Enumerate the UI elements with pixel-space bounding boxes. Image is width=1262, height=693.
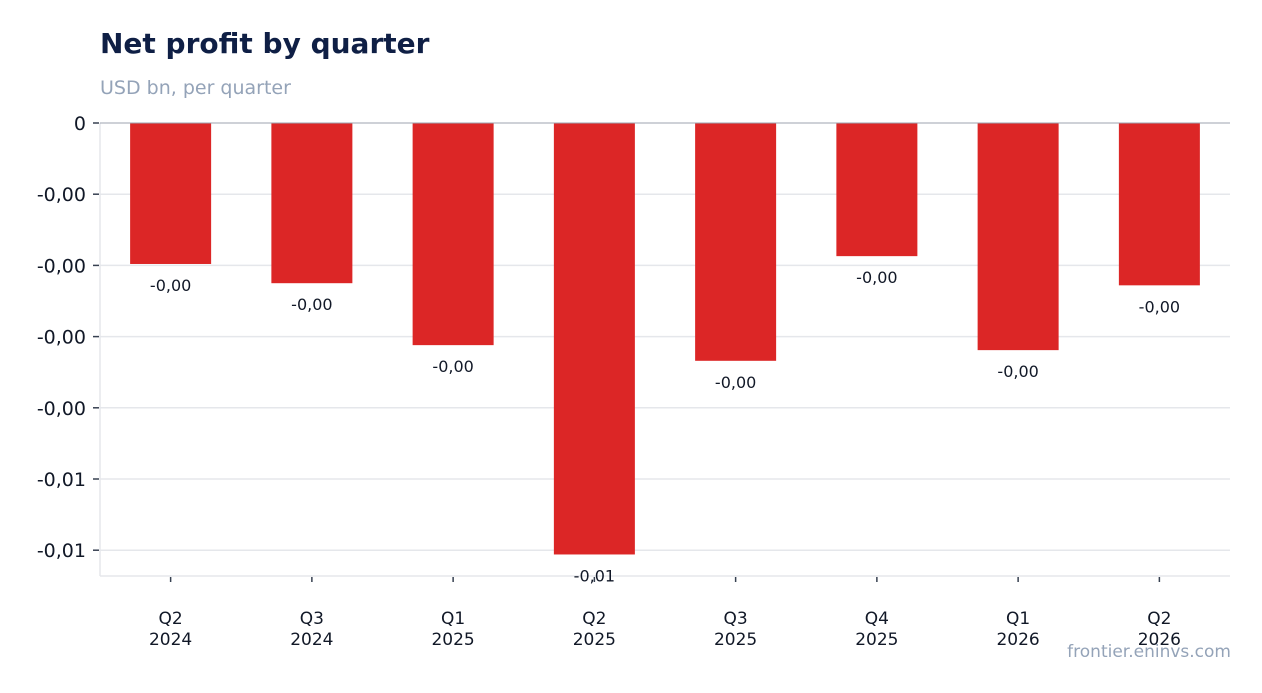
x-tick-label-quarter: Q4 bbox=[865, 609, 889, 629]
data-labels: -0,00 -0,00 -0,00 -0,01 -0,00 -0,00 -0,00 -0,00 bbox=[100, 122, 1230, 585]
bar-value-label: -0,00 bbox=[150, 276, 191, 295]
bar bbox=[271, 123, 353, 284]
bar bbox=[412, 123, 494, 346]
y-tick-label: -0,00 bbox=[37, 255, 86, 277]
bar bbox=[130, 123, 212, 264]
x-tick-label-quarter: Q1 bbox=[1006, 609, 1030, 629]
bar bbox=[836, 123, 918, 257]
bar bbox=[1118, 123, 1200, 286]
y-tick-label: -0,00 bbox=[37, 327, 86, 349]
x-tick-label-year: 2024 bbox=[290, 630, 333, 650]
x-tick-label-year: 2026 bbox=[1138, 630, 1181, 650]
x-tick-label-year: 2024 bbox=[149, 630, 192, 650]
y-tick-label: -0,01 bbox=[37, 540, 86, 562]
gridlines bbox=[100, 193, 1230, 551]
bar-value-label: -0,00 bbox=[1139, 297, 1180, 316]
source-watermark: frontier.eninvs.com bbox=[1067, 642, 1231, 662]
bar-value-label: -0,01 bbox=[574, 566, 615, 585]
y-tick-label: -0,01 bbox=[37, 469, 86, 491]
bar bbox=[977, 123, 1059, 351]
bars bbox=[130, 123, 1200, 555]
x-tick-label-year: 2025 bbox=[573, 630, 616, 650]
x-tick-label-quarter: Q2 bbox=[159, 609, 183, 629]
bar-value-label: -0,00 bbox=[715, 373, 756, 392]
x-tick-label-year: 2025 bbox=[855, 630, 898, 650]
x-tick-label-quarter: Q2 bbox=[582, 609, 606, 629]
x-tick-label-quarter: Q1 bbox=[441, 609, 465, 629]
y-tick-label: 0 bbox=[74, 113, 86, 135]
bar-value-label: -0,00 bbox=[291, 295, 332, 314]
y-tick-label: -0,00 bbox=[37, 184, 86, 206]
x-tick-label-quarter: Q2 bbox=[1147, 609, 1171, 629]
bar-value-label: -0,00 bbox=[432, 357, 473, 376]
x-tick-label-quarter: Q3 bbox=[724, 609, 748, 629]
x-tick-label-quarter: Q3 bbox=[300, 609, 324, 629]
bar bbox=[553, 123, 635, 555]
chart-title: Net profit by quarter bbox=[100, 27, 430, 60]
y-tick-label: -0,00 bbox=[37, 398, 86, 420]
bar-value-label: -0,00 bbox=[856, 268, 897, 287]
chart-subtitle: USD bn, per quarter bbox=[100, 77, 291, 99]
bar bbox=[695, 123, 777, 361]
axes: 0-0,00-0,00-0,00-0,00-0,01-0,01Q22024Q32… bbox=[37, 113, 1230, 650]
x-tick-label-year: 2026 bbox=[996, 630, 1039, 650]
bar-value-label: -0,00 bbox=[997, 362, 1038, 381]
x-tick-label-year: 2025 bbox=[714, 630, 757, 650]
x-tick-label-year: 2025 bbox=[431, 630, 474, 650]
